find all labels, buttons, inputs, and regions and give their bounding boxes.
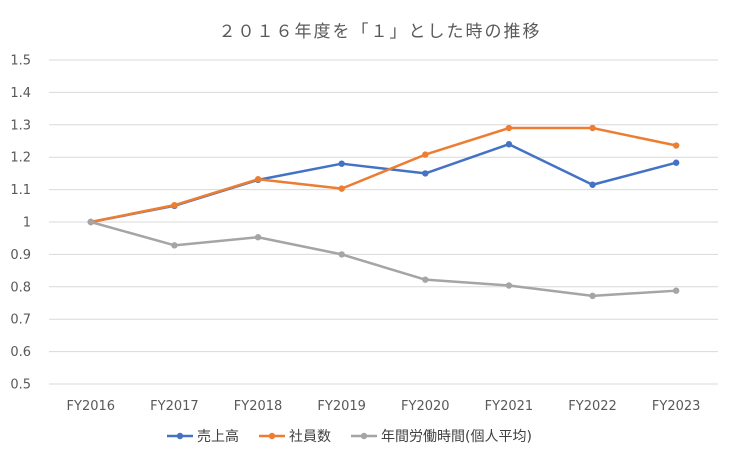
x-tick-label: FY2022 bbox=[568, 399, 617, 414]
y-tick-label: 1.3 bbox=[10, 118, 31, 133]
data-point bbox=[338, 160, 345, 167]
legend-label: 年間労働時間(個人平均) bbox=[381, 429, 532, 445]
legend-item: 年間労働時間(個人平均) bbox=[351, 429, 532, 445]
legend-label: 売上高 bbox=[197, 428, 239, 445]
data-point bbox=[672, 142, 680, 149]
x-tick-label: FY2021 bbox=[485, 399, 534, 414]
legend-item: 社員数 bbox=[259, 429, 331, 445]
series-line bbox=[89, 142, 678, 224]
series-2 bbox=[87, 124, 680, 226]
y-tick-label: 0.5 bbox=[10, 378, 31, 393]
y-tick-label: 1.4 bbox=[10, 86, 31, 101]
legend-marker bbox=[360, 432, 368, 440]
x-tick-label: FY2016 bbox=[67, 399, 116, 414]
x-axis-tick-labels: FY2016 FY2017 FY2018 FY2019 FY2020 FY2021 FY20… bbox=[67, 399, 701, 414]
data-point bbox=[422, 151, 429, 158]
x-tick-label: FY2023 bbox=[652, 399, 701, 414]
data-point bbox=[338, 185, 345, 192]
data-point bbox=[505, 282, 513, 289]
y-tick-label: 1.2 bbox=[10, 151, 31, 166]
y-tick-label: 1.1 bbox=[10, 183, 31, 198]
data-point bbox=[672, 287, 680, 294]
y-tick-label: 1.5 bbox=[10, 54, 31, 69]
data-point bbox=[338, 251, 345, 258]
y-tick-label: 0.6 bbox=[10, 345, 31, 360]
series-line bbox=[89, 220, 678, 298]
grid-lines bbox=[49, 59, 718, 385]
data-point bbox=[87, 218, 95, 226]
data-point bbox=[254, 234, 262, 241]
legend-item: 売上高 bbox=[167, 428, 239, 445]
y-tick-label: 0.8 bbox=[10, 280, 31, 295]
chart-title: ２０１６年度を「１」とした時の推移 bbox=[219, 22, 542, 42]
x-tick-label: FY2017 bbox=[150, 399, 199, 414]
data-point bbox=[422, 170, 429, 177]
y-tick-label: 0.7 bbox=[10, 313, 31, 328]
x-tick-label: FY2020 bbox=[401, 399, 450, 414]
series-line bbox=[89, 126, 678, 224]
legend-label: 社員数 bbox=[289, 429, 331, 445]
data-point bbox=[505, 124, 513, 132]
y-tick-label: 1 bbox=[23, 216, 31, 231]
data-point bbox=[589, 292, 596, 300]
series-1 bbox=[87, 141, 680, 226]
y-tick-label: 0.9 bbox=[10, 248, 31, 263]
data-point bbox=[254, 176, 262, 183]
data-point bbox=[171, 242, 178, 249]
x-tick-label: FY2019 bbox=[317, 399, 366, 414]
legend: 売上高 社員数 年間労働時間(個人平均) bbox=[167, 428, 532, 445]
data-point bbox=[171, 201, 178, 209]
legend-marker bbox=[176, 432, 184, 440]
series-3 bbox=[87, 218, 680, 300]
data-point bbox=[505, 141, 513, 148]
y-axis-tick-labels: 0.5 0.6 0.7 0.8 0.9 1 1.1 1.2 1.3 1.4 1.5 bbox=[10, 54, 31, 393]
data-point bbox=[589, 181, 596, 188]
data-point bbox=[422, 276, 429, 283]
x-tick-label: FY2018 bbox=[234, 399, 283, 414]
series-lines bbox=[87, 124, 680, 300]
data-point bbox=[672, 159, 680, 166]
legend-marker bbox=[268, 432, 276, 440]
data-point bbox=[589, 124, 596, 132]
